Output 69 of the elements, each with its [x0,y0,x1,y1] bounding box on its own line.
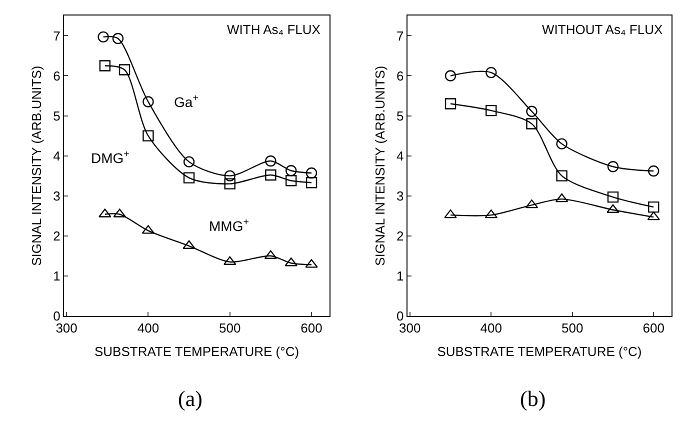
point [607,161,619,172]
x-axis-title: SUBSTRATE TEMPERATURE (°C) [437,344,642,360]
point [484,209,498,218]
y-axis-title: SIGNAL INTENSITY (ARB.UNITS) [372,66,388,266]
x-tick-label: 600 [300,320,322,336]
point [526,118,538,130]
text: (a) [178,386,202,411]
annotation: WITH As₄ FLUX [227,22,321,37]
y-tick-label: 5 [396,108,404,124]
point [306,177,318,188]
y-tick-label: 3 [396,188,404,204]
point [224,170,236,182]
y-tick-label: 1 [53,268,60,284]
point [444,209,457,218]
point [444,98,456,110]
point [486,104,497,116]
text: (b) [520,386,546,411]
point [648,165,660,177]
point [183,172,195,184]
y-tick-label: 1 [396,268,404,284]
point [142,96,154,108]
x-tick-label: 400 [137,320,160,336]
x-tick-label: 400 [480,320,502,336]
y-tick-label: 2 [53,228,60,244]
point [98,31,109,43]
point [112,32,124,44]
y-axis-title: SIGNAL INTENSITY (ARB.UNITS) [29,66,44,266]
point [183,156,195,168]
point [224,178,236,190]
series-label: DMG$^{+}$ [91,149,130,166]
y-tick-label: 0 [53,308,60,324]
y-tick-label: 3 [53,188,60,204]
series-label: Ga$^{+}$ [174,93,199,110]
y-tick-label: 6 [53,68,60,84]
y-tick-label: 6 [396,68,404,84]
x-tick-label: 500 [219,320,241,336]
point [306,167,318,179]
x-tick-label: 300 [399,320,421,336]
point [444,70,456,82]
point [286,175,297,186]
y-tick-label: 4 [53,148,60,164]
annotation: WITHOUT As₄ FLUX [542,22,663,37]
y-tick-label: 0 [396,308,404,324]
point [265,169,276,181]
x-tick-label: 300 [56,320,78,336]
point [607,191,619,203]
y-tick-label: 7 [53,28,60,44]
point [118,64,130,76]
point [99,60,111,72]
point [486,66,497,78]
point [556,170,568,182]
x-axis-title: SUBSTRATE TEMPERATURE (°C) [94,344,300,360]
x-tick-label: 500 [562,320,584,336]
point [286,165,297,176]
point [555,193,568,202]
point [223,256,236,266]
y-tick-label: 2 [396,228,404,244]
series-label: MMG$^{+}$ [209,217,250,234]
y-tick-label: 4 [396,148,404,164]
y-tick-label: 5 [53,108,60,124]
point [556,138,568,150]
point [265,155,276,167]
point [647,211,660,220]
point [648,201,660,213]
y-tick-label: 7 [396,28,404,44]
point [142,130,154,142]
x-tick-label: 600 [642,320,664,336]
point [525,199,538,208]
point [526,106,538,117]
